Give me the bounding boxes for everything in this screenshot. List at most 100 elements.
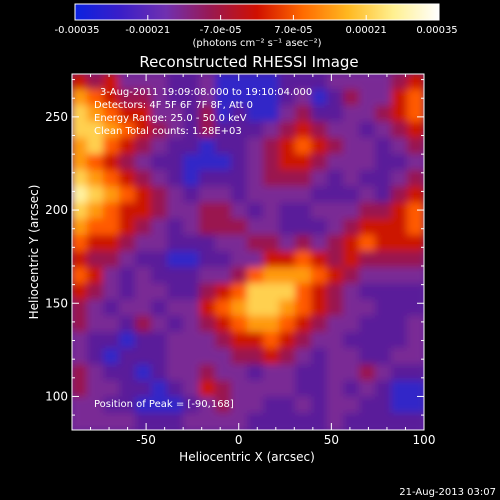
heatmap-cell — [375, 348, 393, 367]
heatmap-cell — [215, 299, 233, 318]
heatmap-cell — [135, 105, 153, 124]
heatmap-cell — [279, 331, 297, 351]
heatmap-cell — [391, 74, 409, 92]
heatmap-cell — [375, 89, 393, 108]
heatmap-cell — [391, 299, 409, 318]
heatmap-cell — [375, 74, 393, 92]
heatmap-cell — [295, 74, 313, 92]
heatmap-cell — [72, 299, 89, 318]
heatmap-cell — [295, 267, 313, 286]
heatmap-cell — [375, 299, 393, 318]
heatmap-cell — [359, 283, 377, 302]
heatmap-cell — [103, 137, 121, 156]
heatmap-cell — [103, 202, 121, 221]
heatmap-cell — [103, 348, 121, 367]
heatmap-cell — [151, 234, 169, 253]
heatmap-cell — [263, 74, 281, 92]
heatmap-cell — [359, 364, 377, 383]
heatmap-cell — [407, 74, 424, 92]
heatmap-cell — [391, 331, 409, 351]
heatmap-cell — [407, 153, 424, 173]
heatmap-cell — [279, 283, 297, 302]
heatmap-cell — [135, 186, 153, 205]
axis-ticks: -50 0 50 100 100 150 200 250 — [45, 74, 435, 447]
heatmap-cell — [119, 105, 137, 124]
heatmap-cell — [135, 137, 153, 156]
heatmap-cell — [295, 153, 313, 173]
heatmap-cell — [247, 218, 265, 237]
heatmap-cell — [103, 267, 121, 286]
x-tick-label: 100 — [413, 433, 436, 447]
clean-annotation: Clean Total counts: 1.28E+03 — [94, 126, 242, 137]
y-axis-label: Heliocentric Y (arcsec) — [27, 185, 41, 320]
heatmap-cell — [199, 315, 217, 334]
y-tick-label: 250 — [45, 110, 68, 124]
heatmap-cell — [135, 412, 153, 430]
heatmap-cell — [87, 202, 105, 221]
heatmap-cell — [135, 364, 153, 383]
peak-position-annotation: Position of Peak = [-90,168] — [94, 399, 234, 410]
heatmap-cell — [72, 396, 89, 415]
heatmap-cell — [391, 186, 409, 205]
x-tick-label: -50 — [136, 433, 156, 447]
heatmap-cell — [183, 412, 201, 430]
heatmap-cell — [295, 396, 313, 415]
heatmap-cell — [72, 412, 89, 430]
heatmap-cell — [119, 283, 137, 302]
heatmap-cell — [151, 202, 169, 221]
heatmap-cell — [295, 364, 313, 383]
heatmap-cell — [263, 348, 281, 367]
heatmap-cell — [391, 170, 409, 189]
heatmap-cell — [343, 121, 361, 140]
heatmap-cell — [327, 105, 345, 124]
heatmap-cell — [359, 218, 377, 237]
heatmap-cell — [359, 267, 377, 286]
heatmap-cell — [295, 251, 313, 270]
heatmap-cell — [311, 170, 329, 189]
heatmap-cell — [151, 364, 169, 383]
heatmap-cell — [375, 251, 393, 270]
heatmap-cell — [407, 170, 424, 189]
heatmap-cell — [231, 121, 249, 140]
heatmap-cell — [391, 121, 409, 140]
heatmap-cell — [311, 74, 329, 92]
heatmap-cell — [87, 186, 105, 205]
heatmap-cell — [247, 251, 265, 270]
heatmap-cell — [263, 315, 281, 334]
heatmap-cell — [183, 105, 201, 124]
heatmap-cell — [135, 153, 153, 173]
heatmap-cell — [119, 74, 137, 92]
heatmap-cell — [359, 153, 377, 173]
heatmap-cell — [231, 186, 249, 205]
heatmap-cell — [72, 186, 89, 205]
heatmap-cell — [407, 202, 424, 221]
heatmap-cell — [247, 412, 265, 430]
heatmap-cell — [407, 218, 424, 237]
heatmap-cell — [167, 315, 185, 334]
heatmap-cell — [215, 251, 233, 270]
heatmap-cell — [407, 331, 424, 351]
heatmap-cell — [343, 218, 361, 237]
heatmap-cell — [103, 89, 121, 108]
heatmap-cell — [135, 234, 153, 253]
heatmap-cell — [72, 348, 89, 367]
heatmap-cell — [263, 396, 281, 415]
heatmap-cell — [119, 331, 137, 351]
heatmap-cell — [183, 186, 201, 205]
heatmap-cell — [407, 412, 424, 430]
heatmap-cell — [135, 348, 153, 367]
heatmap-cell — [103, 412, 121, 430]
heatmap-cell — [327, 121, 345, 140]
heatmap-cell — [279, 121, 297, 140]
heatmap-cell — [311, 153, 329, 173]
heatmap-cell — [167, 299, 185, 318]
heatmap-cell — [72, 234, 89, 253]
colorbar-tick-label: 0.00021 — [346, 25, 387, 36]
heatmap-cell — [119, 299, 137, 318]
heatmap-cell — [327, 186, 345, 205]
heatmap-cell — [247, 186, 265, 205]
heatmap-cell — [135, 170, 153, 189]
heatmap-cell — [151, 348, 169, 367]
heatmap-cell — [103, 105, 121, 124]
heatmap-cell — [279, 74, 297, 92]
